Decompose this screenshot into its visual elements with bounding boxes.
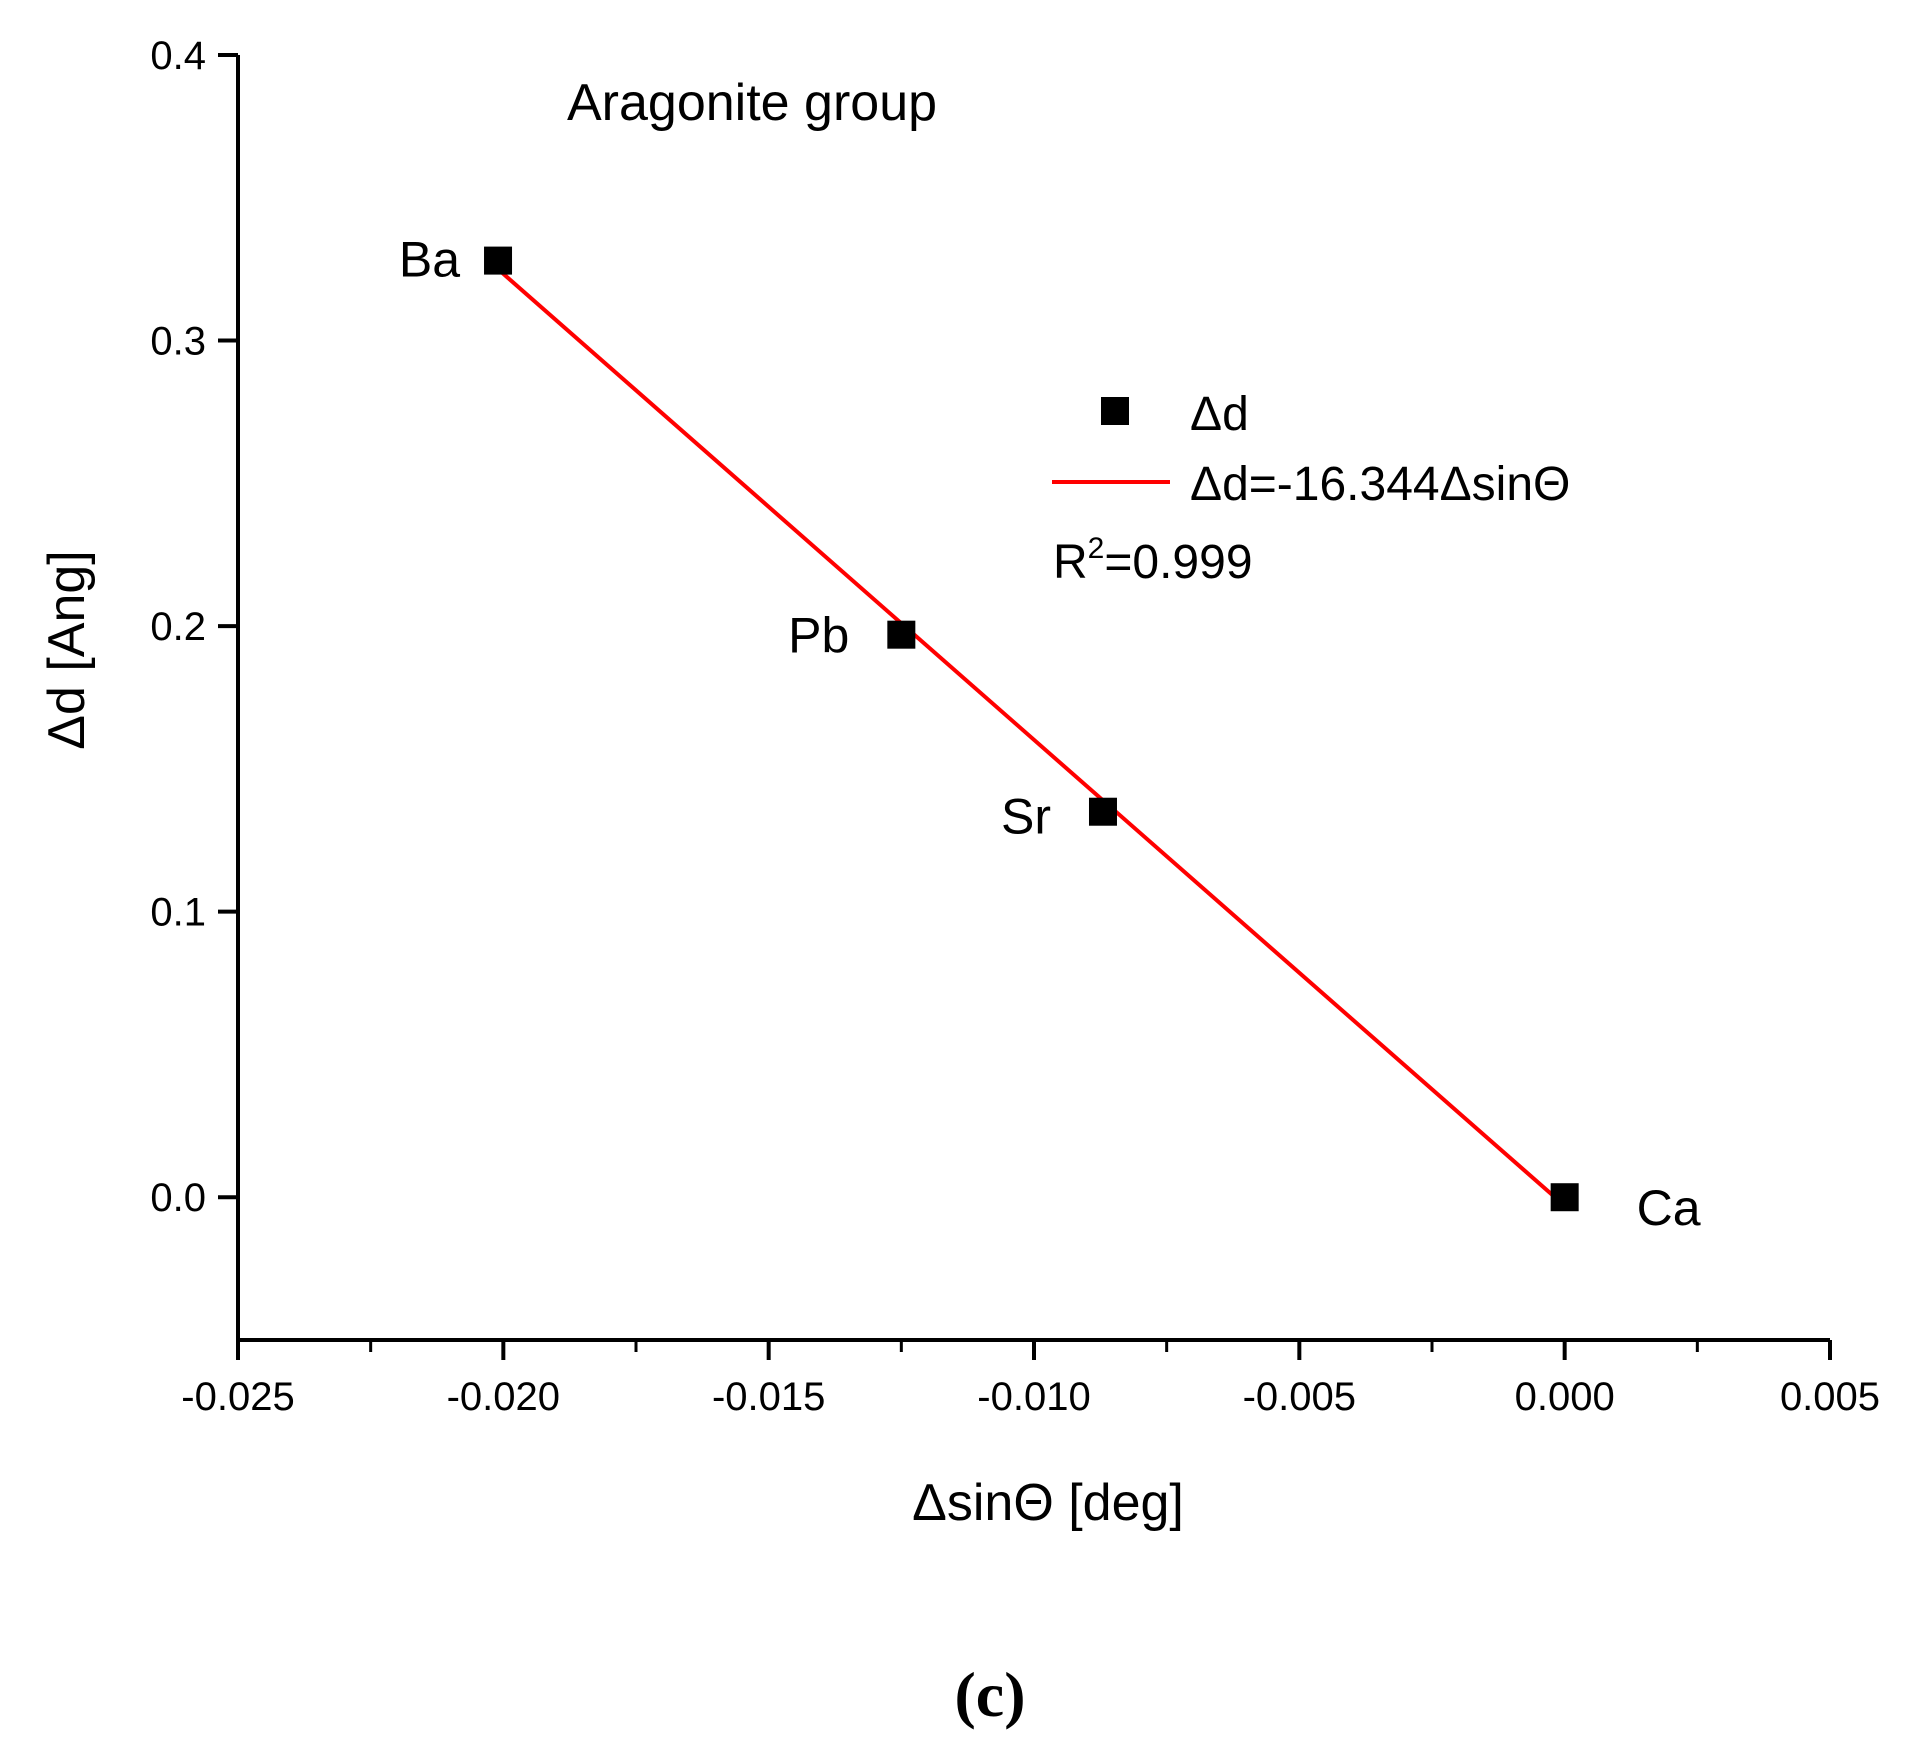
point-label-ca: Ca [1637,1180,1701,1236]
r-squared-value: =0.999 [1104,536,1252,589]
point-label-sr: Sr [1001,789,1051,845]
x-tick-label: -0.005 [1243,1375,1356,1419]
fit-line [496,267,1566,1208]
y-tick-label: 0.4 [150,34,206,78]
r-squared-annotation: R2=0.999 [1053,532,1253,589]
data-point-sr [1088,797,1117,826]
x-tick-label: -0.020 [447,1375,560,1419]
data-point-ca [1550,1183,1579,1212]
x-tick-label: -0.015 [712,1375,825,1419]
point-label-ba: Ba [399,232,460,288]
legend-label-points: Δd [1190,388,1249,441]
fit-line-layer [496,267,1566,1208]
x-tick-label: 0.005 [1780,1375,1880,1419]
legend-marker-square [1101,397,1129,425]
data-point-pb [887,620,916,649]
y-tick-label: 0.3 [150,320,206,364]
point-label-pb: Pb [788,608,849,664]
figure-label: (c) [954,1659,1025,1730]
y-axis-label: Δd [Ang] [38,550,96,750]
axes [236,55,1830,1342]
ticks: -0.025 -0.020 -0.015 -0.010 -0.005 0.000 0.005… [150,34,1880,1419]
r-squared-sup: 2 [1088,532,1105,565]
y-tick-label: 0.2 [150,605,206,649]
chart-title: Aragonite group [567,74,937,132]
y-tick-label: 0.0 [150,1176,206,1220]
x-tick-label: -0.025 [181,1375,294,1419]
data-point-ba [484,246,513,275]
legend: Δd Δd=-16.344ΔsinΘ [1052,388,1570,511]
r-squared-base: R [1053,536,1088,589]
y-tick-label: 0.1 [150,891,206,935]
x-tick-label: -0.010 [977,1375,1090,1419]
legend-label-fit: Δd=-16.344ΔsinΘ [1190,458,1570,511]
x-axis-label: ΔsinΘ [deg] [912,1474,1184,1532]
x-tick-label: 0.000 [1515,1375,1615,1419]
data-points: Ba Pb Sr Ca [399,232,1701,1237]
